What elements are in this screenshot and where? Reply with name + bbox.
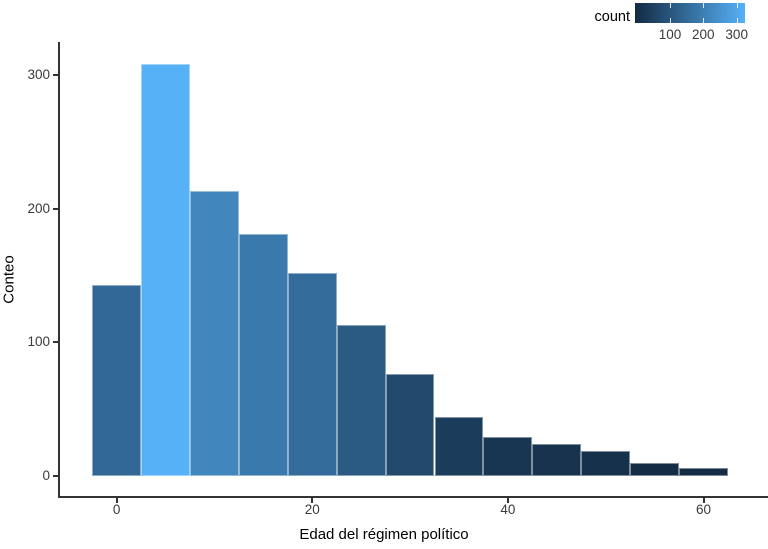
legend-tick-mark [736,18,738,23]
y-axis-line [58,42,60,498]
histogram-bar [434,417,484,476]
tick-mark [115,498,118,503]
tick-mark [53,341,58,344]
x-axis-line [58,496,768,498]
tick-mark [311,498,314,503]
legend-tick-mark [670,18,671,23]
legend-tick-mark [703,3,705,8]
tick-mark [53,73,58,76]
y-tick-label: 100 [27,334,50,350]
histogram-bar [238,234,288,476]
x-axis-title: Edad del régimen político [299,526,469,543]
tick-mark [53,207,58,210]
histogram-bar [287,272,337,476]
legend-gradient-bar [635,3,745,23]
tick-mark [506,498,509,503]
legend-tick-label: 200 [692,27,715,42]
y-tick-label: 200 [27,200,50,216]
histogram-bar [679,468,728,476]
histogram-bar [385,374,435,476]
y-axis-title: Conteo [0,255,18,304]
histogram-bar [483,437,533,476]
legend-tick-mark [703,18,705,23]
histogram-bar [141,64,191,476]
x-tick-label: 20 [304,502,320,517]
tick-mark [702,498,705,503]
histogram-bar [92,284,142,476]
y-tick-label: 0 [42,468,50,483]
histogram-bar [581,450,631,476]
legend-tick-mark [670,3,671,8]
histogram-bar [190,191,239,476]
legend-title: count [594,9,630,25]
legend-tick-label: 100 [658,27,682,42]
legend-tick-mark [736,3,738,8]
tick-mark [53,475,58,477]
x-tick-label: 60 [695,502,712,517]
legend-tick-label: 300 [725,27,748,42]
histogram-bar [532,443,582,476]
x-tick-label: 0 [112,502,121,517]
y-tick-label: 300 [27,66,50,82]
histogram-bar [336,324,386,476]
histogram-bar [630,462,679,476]
x-tick-label: 40 [500,502,516,517]
